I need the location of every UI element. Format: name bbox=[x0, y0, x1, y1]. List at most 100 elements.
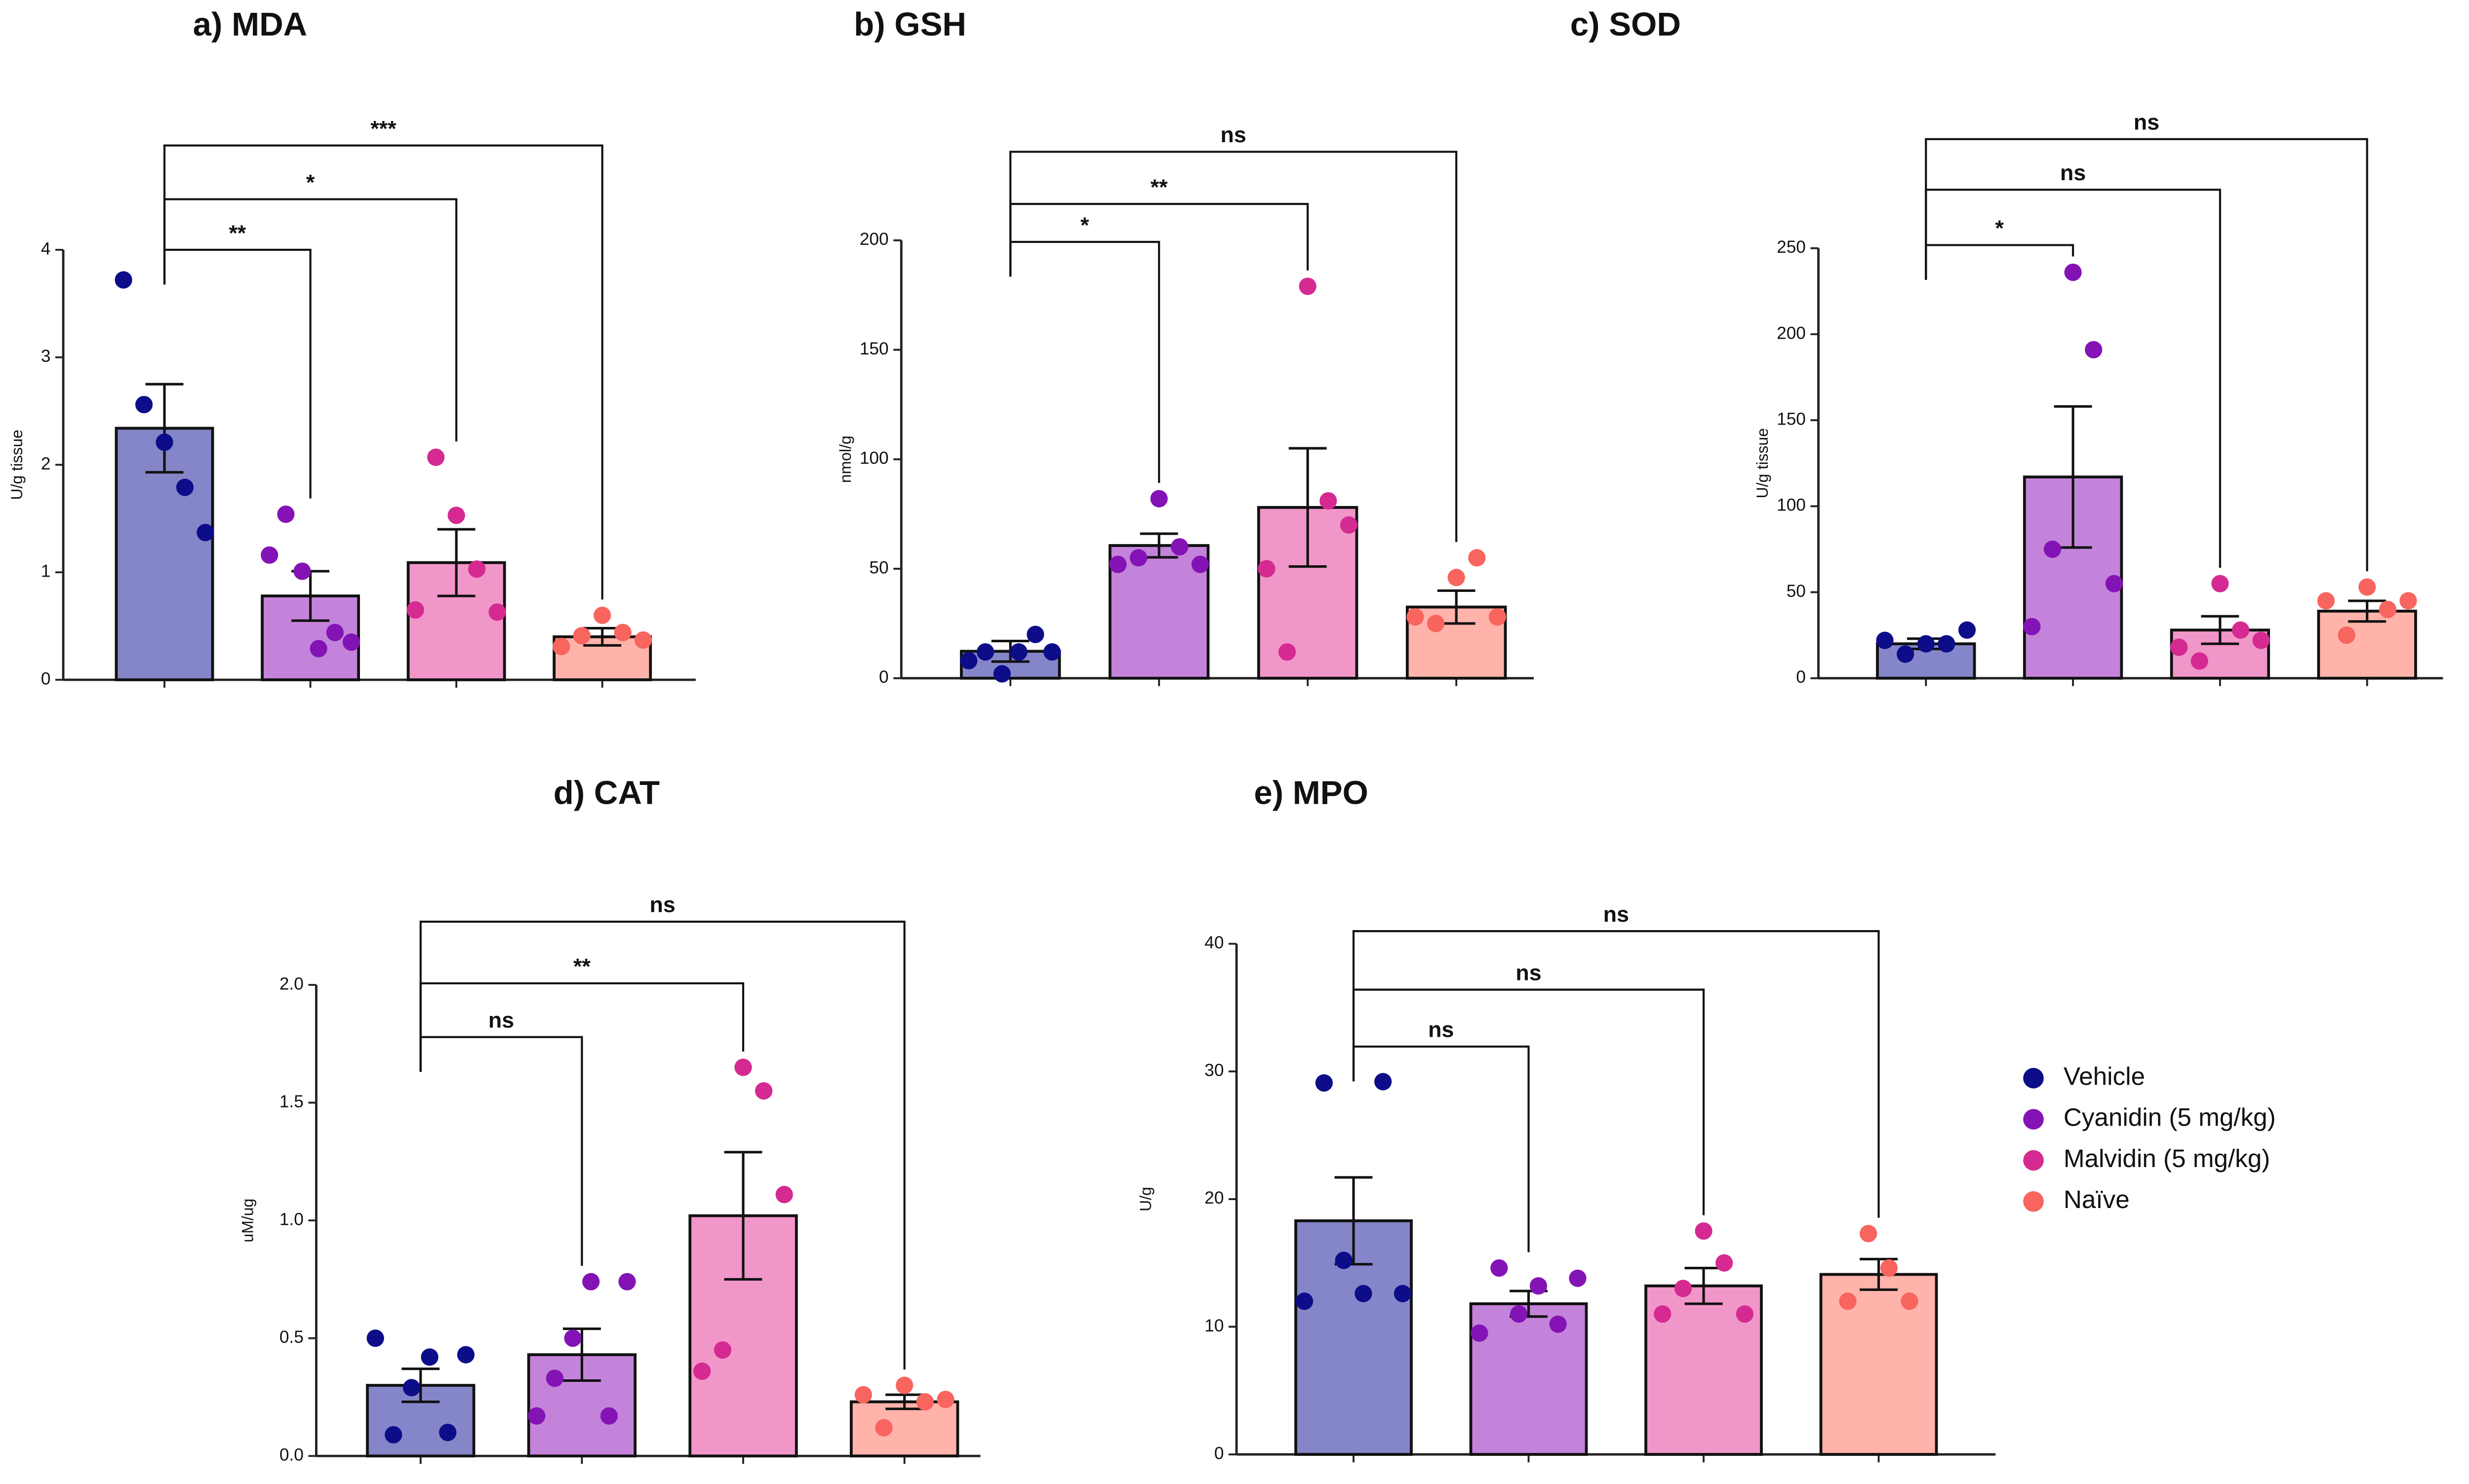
data-point bbox=[1917, 635, 1935, 653]
y-tick-label: 0 bbox=[879, 667, 889, 687]
data-point bbox=[614, 624, 632, 641]
y-tick-label: 200 bbox=[860, 230, 889, 249]
y-tick-label: 0.0 bbox=[279, 1445, 304, 1465]
error-bar bbox=[724, 1151, 762, 1281]
data-point bbox=[854, 1386, 872, 1404]
data-point bbox=[366, 1329, 384, 1347]
y-tick-label: 0 bbox=[1214, 1444, 1224, 1463]
data-point bbox=[156, 433, 173, 451]
bar bbox=[1469, 1302, 1588, 1456]
data-point bbox=[1354, 1285, 1372, 1302]
data-point bbox=[385, 1426, 402, 1444]
data-point bbox=[2170, 638, 2188, 656]
data-point bbox=[1958, 621, 1976, 639]
y-tick-label: 100 bbox=[1777, 496, 1806, 515]
significance-label: ns bbox=[2134, 110, 2159, 135]
data-point bbox=[1406, 608, 1424, 626]
error-bar bbox=[562, 1328, 601, 1382]
y-tick-label: 100 bbox=[860, 449, 889, 468]
data-point bbox=[937, 1391, 955, 1408]
significance-label: ns bbox=[2060, 160, 2086, 185]
data-point bbox=[1510, 1305, 1528, 1323]
data-point bbox=[1315, 1074, 1333, 1092]
data-point bbox=[1447, 569, 1465, 586]
data-point bbox=[1471, 1324, 1488, 1342]
data-point bbox=[197, 524, 214, 542]
y-axis-label: uM/ug bbox=[239, 1199, 256, 1243]
significance-label: ns bbox=[1515, 960, 1541, 985]
data-point bbox=[2085, 341, 2103, 358]
y-tick-label: 10 bbox=[1204, 1316, 1224, 1335]
data-point bbox=[1938, 635, 1955, 653]
error-bar bbox=[1860, 1257, 1898, 1291]
data-point bbox=[1468, 549, 1486, 567]
legend-label: Cyanidin (5 mg/kg) bbox=[2064, 1103, 2276, 1132]
data-point bbox=[293, 562, 311, 580]
data-point bbox=[468, 560, 486, 578]
data-point bbox=[310, 640, 327, 658]
data-point bbox=[176, 478, 194, 496]
data-point bbox=[1654, 1305, 1672, 1323]
data-point bbox=[1569, 1269, 1587, 1287]
y-tick-label: 40 bbox=[1204, 933, 1224, 952]
chart-title: c) SOD bbox=[1570, 6, 1681, 43]
data-point bbox=[457, 1346, 475, 1364]
chart-title: a) MDA bbox=[193, 6, 308, 43]
y-axis-label: U/g bbox=[1137, 1187, 1155, 1211]
data-point bbox=[2379, 600, 2396, 619]
data-point bbox=[775, 1186, 793, 1204]
data-point bbox=[2023, 618, 2041, 635]
y-tick-label: 0 bbox=[1796, 667, 1806, 687]
data-point bbox=[600, 1407, 618, 1425]
error-bar bbox=[1288, 447, 1327, 568]
chart-title: e) MPO bbox=[1254, 775, 1368, 812]
data-point bbox=[755, 1082, 773, 1100]
data-point bbox=[1736, 1305, 1753, 1323]
significance-label: ns bbox=[488, 1007, 514, 1032]
data-point bbox=[135, 395, 153, 414]
data-point bbox=[1010, 643, 1028, 661]
significance-label: ** bbox=[1151, 174, 1168, 199]
data-point bbox=[1374, 1073, 1392, 1091]
data-point bbox=[2190, 652, 2208, 670]
significance-label: ns bbox=[650, 892, 676, 917]
data-point bbox=[421, 1348, 438, 1366]
data-point bbox=[447, 507, 465, 524]
data-point bbox=[342, 633, 360, 651]
data-point bbox=[1109, 555, 1127, 573]
legend-label: Naïve bbox=[2064, 1185, 2130, 1213]
significance-label: ns bbox=[1221, 122, 1246, 147]
data-point bbox=[1488, 608, 1507, 626]
y-tick-label: 1.0 bbox=[279, 1210, 304, 1229]
data-point bbox=[573, 627, 591, 645]
data-point bbox=[1171, 538, 1189, 556]
legend-label: Vehicle bbox=[2064, 1062, 2145, 1090]
data-point bbox=[960, 652, 978, 669]
data-point bbox=[1901, 1292, 1918, 1310]
bar bbox=[1819, 1273, 1938, 1456]
error-bar bbox=[401, 1367, 440, 1404]
bar bbox=[553, 635, 652, 681]
data-point bbox=[564, 1329, 582, 1347]
data-point bbox=[916, 1393, 934, 1411]
data-point bbox=[896, 1376, 914, 1394]
data-point bbox=[546, 1369, 564, 1387]
bar bbox=[1108, 544, 1210, 680]
data-point bbox=[1860, 1225, 1877, 1243]
data-point bbox=[261, 546, 279, 564]
data-point bbox=[326, 624, 344, 641]
y-tick-label: 200 bbox=[1777, 323, 1806, 343]
data-point bbox=[1490, 1259, 1508, 1277]
significance-bracket bbox=[419, 1036, 583, 1266]
significance-bracket bbox=[1352, 930, 1880, 1218]
y-tick-label: 50 bbox=[869, 558, 888, 577]
y-tick-label: 3 bbox=[41, 347, 51, 366]
data-point bbox=[439, 1423, 457, 1442]
data-point bbox=[2211, 575, 2229, 592]
data-point bbox=[2043, 540, 2062, 558]
data-point bbox=[1880, 1259, 1898, 1277]
data-point bbox=[1394, 1285, 1412, 1302]
error-bar bbox=[1684, 1266, 1723, 1305]
